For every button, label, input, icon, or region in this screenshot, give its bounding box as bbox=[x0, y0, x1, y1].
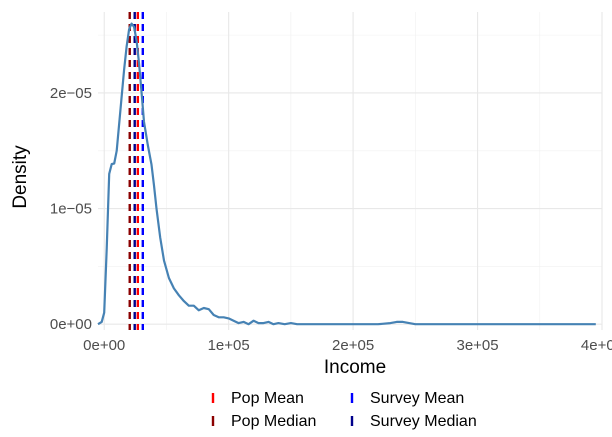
y-axis-ticks: 0e+00 1e−05 2e−05 bbox=[50, 85, 92, 333]
x-axis-ticks: 0e+00 1e+05 2e+05 3e+05 4e+05 bbox=[83, 337, 612, 354]
legend: Pop Mean Survey Mean Pop Median Survey Medi… bbox=[211, 390, 477, 430]
x-tick-label: 4e+05 bbox=[581, 337, 612, 354]
legend-label: Survey Mean bbox=[370, 390, 464, 407]
x-tick-label: 2e+05 bbox=[332, 337, 374, 354]
legend-label: Pop Median bbox=[231, 413, 316, 430]
y-tick-label: 2e−05 bbox=[50, 85, 92, 102]
x-axis-title: Income bbox=[324, 357, 386, 378]
grid-lines bbox=[98, 12, 603, 330]
x-tick-label: 3e+05 bbox=[456, 337, 498, 354]
x-tick-label: 1e+05 bbox=[208, 337, 250, 354]
legend-label: Pop Mean bbox=[231, 390, 304, 407]
y-axis-title: Density bbox=[10, 145, 31, 209]
y-tick-label: 1e−05 bbox=[50, 201, 92, 218]
x-tick-label: 0e+00 bbox=[83, 337, 125, 354]
legend-label: Survey Median bbox=[370, 413, 477, 430]
reference-lines bbox=[128, 12, 145, 330]
density-curve-group bbox=[97, 22, 596, 326]
y-tick-label: 0e+00 bbox=[50, 316, 92, 333]
density-curve bbox=[97, 22, 596, 326]
